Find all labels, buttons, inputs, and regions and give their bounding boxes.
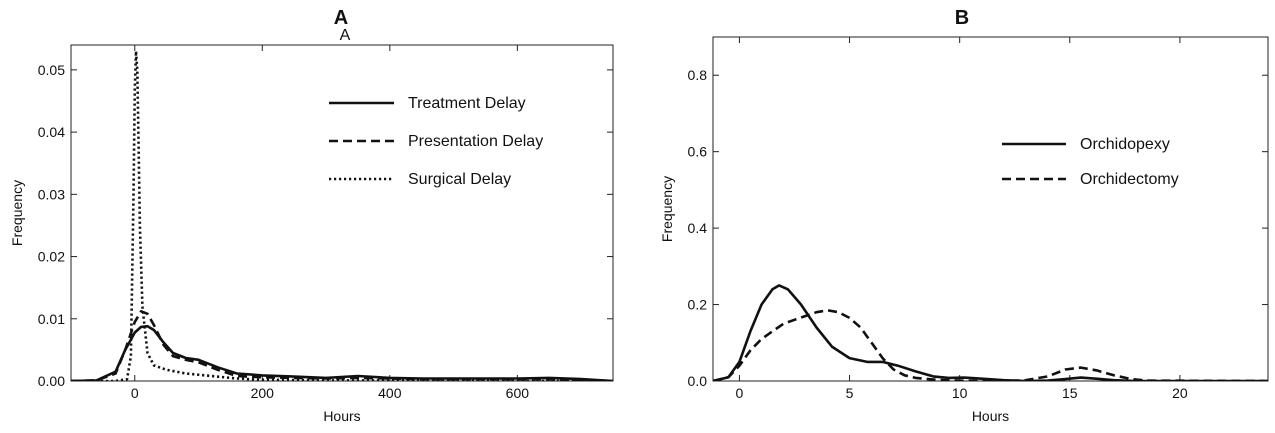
panel-b: B 0 5 10 15 20 0.0 0.2 0.4 0.6 0.8 Hours Frequency O…: [659, 7, 1269, 424]
plot-frame-a: [70, 44, 614, 382]
panel-a: A A 0 200 400 600 0.00 0.01 0.02 0.03 0.04 0.05 Ho…: [9, 7, 614, 424]
x-tick-label: 600: [506, 385, 530, 401]
x-tick-label: 20: [1172, 385, 1188, 401]
y-axis-label: Frequency: [659, 176, 675, 242]
series-line-treatment-delay: [71, 324, 613, 381]
legend-label: Treatment Delay: [408, 95, 526, 112]
legend-label: Orchidectomy: [1080, 171, 1179, 188]
y-tick-label: 0.00: [38, 373, 65, 389]
y-axis-label: Frequency: [9, 180, 25, 246]
x-tick-label: 15: [1062, 385, 1078, 401]
legend-label: Presentation Delay: [408, 133, 543, 150]
panel-a-sublabel: A: [340, 27, 351, 44]
panel-a-label: A: [334, 7, 348, 29]
series-line-orchidectomy: [713, 308, 1268, 381]
panel-b-label: B: [955, 7, 969, 29]
y-tick-label: 0.05: [38, 62, 65, 78]
x-tick-label: 200: [251, 385, 275, 401]
series-line-orchidopexy: [713, 284, 1268, 381]
legend-label: Surgical Delay: [408, 171, 511, 188]
series-line-surgical-delay: [71, 49, 613, 381]
y-tick-label: 0.02: [38, 249, 65, 265]
y-tick-label: 0.8: [688, 67, 708, 83]
y-tick-label: 0.4: [688, 220, 708, 236]
x-tick-label: 5: [846, 385, 854, 401]
plot-frame-b: [712, 36, 1269, 382]
x-tick-label: 0: [131, 385, 139, 401]
y-tick-label: 0.2: [688, 297, 708, 313]
x-tick-label: 400: [378, 385, 402, 401]
x-tick-label: 0: [736, 385, 744, 401]
y-tick-label: 0.0: [688, 373, 708, 389]
y-tick-label: 0.01: [38, 311, 65, 327]
y-tick-label: 0.6: [688, 144, 708, 160]
y-tick-label: 0.04: [38, 124, 65, 140]
legend-label: Orchidopexy: [1080, 136, 1170, 153]
x-axis-label: Hours: [972, 408, 1009, 424]
y-tick-label: 0.03: [38, 186, 65, 202]
x-tick-label: 10: [952, 385, 968, 401]
series-line-presentation-delay: [71, 309, 613, 381]
x-axis-label: Hours: [323, 408, 360, 424]
